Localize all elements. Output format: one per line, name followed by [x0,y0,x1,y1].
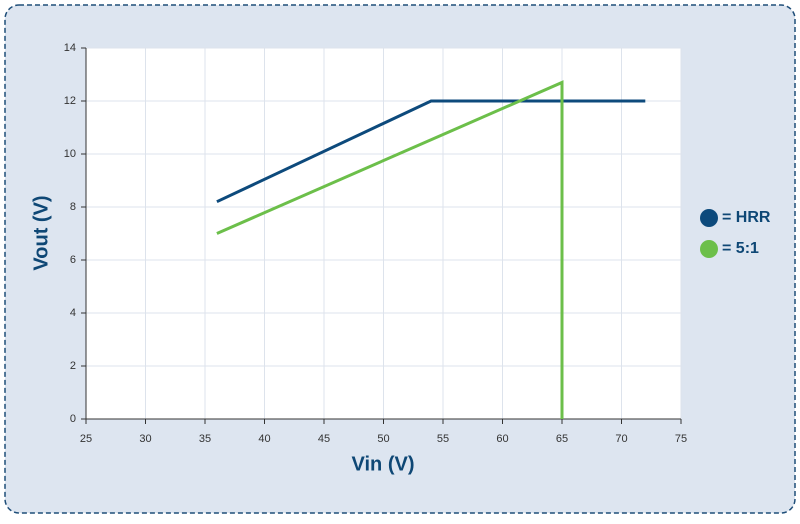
x-tick-label: 35 [199,433,211,445]
x-tick-label: 40 [258,433,270,445]
x-tick-label: 75 [675,433,687,445]
line [216,80,564,419]
y-tick-label: 6 [70,254,76,266]
y-tick-label: 4 [70,307,76,319]
x-tick-label: 25 [80,433,92,445]
x-tick-label: 50 [377,433,389,445]
x-tick-label: 45 [318,433,330,445]
x-tick-label: 30 [139,433,151,445]
x-axis-label: Vin (V) [352,453,415,475]
y-tick-label: 2 [70,360,76,372]
legend-label: = 5:1 [722,240,759,257]
y-tick-label: 10 [64,148,76,160]
x-tick-label: 65 [556,433,568,445]
y-tick-label: 14 [64,42,76,54]
legend-marker [700,240,718,258]
y-axis-label: Vout (V) [30,195,52,270]
y-tick-label: 12 [64,95,76,107]
y-tick-label: 0 [70,413,76,425]
line [216,99,646,204]
legend-marker [700,209,718,227]
legend-label: = HRR [722,209,771,226]
y-tick-label: 8 [70,201,76,213]
x-tick-label: 55 [437,433,449,445]
x-tick-label: 70 [615,433,627,445]
x-tick-label: 60 [496,433,508,445]
